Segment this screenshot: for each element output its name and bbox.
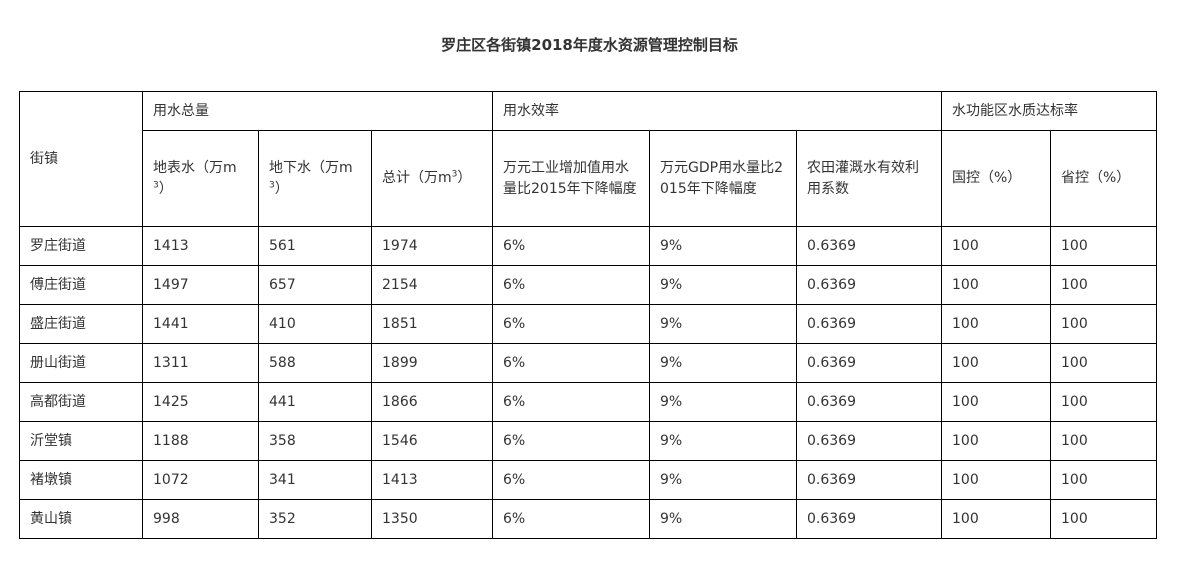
header-provincial-control: 省控（%） [1050,130,1157,227]
header-town: 街镇 [19,91,143,227]
cell-ground-water: 657 [258,265,372,305]
cell-ground-water: 341 [258,460,372,500]
cell-irrigation-coefficient: 0.6369 [796,382,942,422]
cell-irrigation-coefficient: 0.6369 [796,226,942,266]
cell-national-control: 100 [941,499,1051,539]
cell-surface-water: 1188 [142,421,259,461]
cell-industry-reduction: 6% [492,265,650,305]
cell-national-control: 100 [941,421,1051,461]
cell-ground-water: 410 [258,304,372,344]
cell-total: 1350 [371,499,493,539]
cell-provincial-control: 100 [1050,382,1157,422]
cell-total: 2154 [371,265,493,305]
cell-irrigation-coefficient: 0.6369 [796,499,942,539]
cell-industry-reduction: 6% [492,382,650,422]
cell-national-control: 100 [941,226,1051,266]
cell-town: 褚墩镇 [19,460,143,500]
cell-gdp-reduction: 9% [649,460,797,500]
cell-irrigation-coefficient: 0.6369 [796,421,942,461]
cell-total: 1974 [371,226,493,266]
cell-gdp-reduction: 9% [649,304,797,344]
header-industry-reduction: 万元工业增加值用水量比2015年下降幅度 [492,130,650,227]
cell-irrigation-coefficient: 0.6369 [796,460,942,500]
cell-provincial-control: 100 [1050,304,1157,344]
cell-provincial-control: 100 [1050,265,1157,305]
cell-surface-water: 1441 [142,304,259,344]
cell-town: 沂堂镇 [19,421,143,461]
cell-national-control: 100 [941,304,1051,344]
cell-national-control: 100 [941,265,1051,305]
cell-surface-water: 1311 [142,343,259,383]
header-total: 总计（万m3） [371,130,493,227]
cell-gdp-reduction: 9% [649,499,797,539]
cell-town: 高都街道 [19,382,143,422]
cell-national-control: 100 [941,460,1051,500]
header-group-total: 用水总量 [142,91,493,131]
cell-gdp-reduction: 9% [649,421,797,461]
header-group-quality: 水功能区水质达标率 [941,91,1157,131]
cell-gdp-reduction: 9% [649,382,797,422]
cell-surface-water: 1413 [142,226,259,266]
cell-irrigation-coefficient: 0.6369 [796,265,942,305]
cell-gdp-reduction: 9% [649,343,797,383]
cell-industry-reduction: 6% [492,421,650,461]
header-surface-water: 地表水（万m3） [142,130,259,227]
cell-total: 1851 [371,304,493,344]
header-national-control: 国控（%） [941,130,1051,227]
cell-surface-water: 1072 [142,460,259,500]
page-title: 罗庄区各街镇2018年度水资源管理控制目标 [441,36,738,54]
cell-provincial-control: 100 [1050,460,1157,500]
cell-surface-water: 1425 [142,382,259,422]
cell-ground-water: 441 [258,382,372,422]
cell-total: 1546 [371,421,493,461]
cell-irrigation-coefficient: 0.6369 [796,304,942,344]
cell-provincial-control: 100 [1050,499,1157,539]
cell-town: 盛庄街道 [19,304,143,344]
cell-irrigation-coefficient: 0.6369 [796,343,942,383]
table-row: 高都街道 1425 441 1866 6% 9% 0.6369 100 100 [19,382,1157,422]
cell-town: 黄山镇 [19,499,143,539]
cell-national-control: 100 [941,343,1051,383]
cell-provincial-control: 100 [1050,421,1157,461]
table-row: 褚墩镇 1072 341 1413 6% 9% 0.6369 100 100 [19,460,1157,500]
cell-town: 册山街道 [19,343,143,383]
header-group-efficiency: 用水效率 [492,91,942,131]
table-row: 傅庄街道 1497 657 2154 6% 9% 0.6369 100 100 [19,265,1157,305]
cell-industry-reduction: 6% [492,343,650,383]
table-row: 沂堂镇 1188 358 1546 6% 9% 0.6369 100 100 [19,421,1157,461]
water-target-table: 街镇 用水总量 用水效率 水功能区水质达标率 地表水（万m3） 地下水（万m3）… [19,91,1157,539]
table-row: 黄山镇 998 352 1350 6% 9% 0.6369 100 100 [19,499,1157,539]
cell-ground-water: 358 [258,421,372,461]
header-ground-water: 地下水（万m3） [258,130,372,227]
cell-provincial-control: 100 [1050,343,1157,383]
cell-total: 1866 [371,382,493,422]
cell-industry-reduction: 6% [492,304,650,344]
cell-town: 罗庄街道 [19,226,143,266]
cell-industry-reduction: 6% [492,460,650,500]
cell-industry-reduction: 6% [492,499,650,539]
cell-national-control: 100 [941,382,1051,422]
cell-gdp-reduction: 9% [649,226,797,266]
cell-provincial-control: 100 [1050,226,1157,266]
table-row: 盛庄街道 1441 410 1851 6% 9% 0.6369 100 100 [19,304,1157,344]
cell-ground-water: 561 [258,226,372,266]
cell-ground-water: 352 [258,499,372,539]
header-irrigation-coefficient: 农田灌溉水有效利用系数 [796,130,942,227]
cell-ground-water: 588 [258,343,372,383]
cell-surface-water: 1497 [142,265,259,305]
header-gdp-reduction: 万元GDP用水量比2015年下降幅度 [649,130,797,227]
cell-total: 1413 [371,460,493,500]
cell-gdp-reduction: 9% [649,265,797,305]
cell-surface-water: 998 [142,499,259,539]
header-row-columns: 地表水（万m3） 地下水（万m3） 总计（万m3） 万元工业增加值用水量比201… [20,130,1157,227]
table-row: 册山街道 1311 588 1899 6% 9% 0.6369 100 100 [19,343,1157,383]
table-row: 罗庄街道 1413 561 1974 6% 9% 0.6369 100 100 [19,226,1157,266]
cell-town: 傅庄街道 [19,265,143,305]
cell-total: 1899 [371,343,493,383]
cell-industry-reduction: 6% [492,226,650,266]
header-row-groups: 街镇 用水总量 用水效率 水功能区水质达标率 [19,91,1157,227]
